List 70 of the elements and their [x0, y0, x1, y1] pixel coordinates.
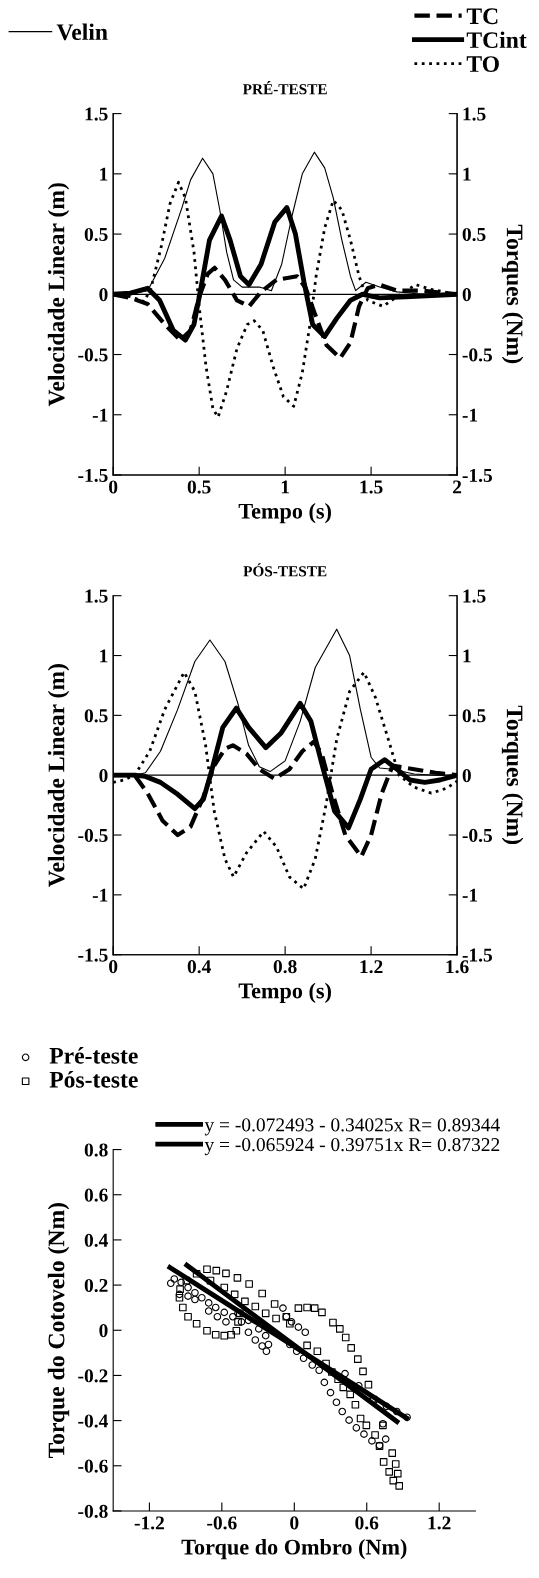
x-tick-label: -0.6: [207, 1516, 237, 1530]
y-tick-label: -0.6: [78, 1459, 108, 1473]
y2-axis-title: Torques (Nm): [501, 224, 524, 364]
y-tick-label: 0.5: [84, 709, 108, 723]
y-tick-label: 0.6: [84, 1188, 108, 1202]
x-tick-label: 1.5: [360, 480, 383, 494]
y-tick-label: -0.8: [78, 1504, 108, 1518]
x-tick-label: 1.6: [446, 960, 469, 974]
legend-label: TCint: [466, 31, 527, 49]
x-tick-label: 1.2: [360, 960, 383, 974]
y2-tick-label: -0.5: [462, 828, 492, 843]
y-tick-label: 0: [99, 1324, 108, 1338]
y2-axis-title: Torques (Nm): [501, 705, 524, 845]
y-tick-label: -0.5: [78, 348, 108, 362]
legend-label: Velin: [56, 23, 108, 41]
y2-tick-label: 1: [463, 649, 471, 663]
y-tick-label: 1.5: [85, 107, 108, 121]
chart-title: PÓS-TESTE: [243, 563, 327, 577]
y-tick-label: 0.4: [84, 1233, 108, 1247]
y-tick-label: -1.5: [78, 948, 108, 962]
y-tick-label: 1.5: [85, 589, 108, 603]
chart-title: PRÉ-TESTE: [242, 81, 327, 95]
y-tick-label: -0.5: [78, 828, 108, 843]
y-axis-title: Velocidade Linear (m): [47, 664, 70, 888]
y2-tick-label: -1.5: [462, 468, 492, 482]
y2-tick-label: 1.5: [463, 589, 486, 603]
x-tick-label: -1.2: [134, 1516, 164, 1530]
y2-tick-label: -1: [462, 888, 478, 902]
y2-tick-label: 0: [462, 288, 471, 302]
x-tick-label: 0.5: [187, 480, 211, 494]
y2-tick-label: -1.5: [462, 948, 492, 962]
x-tick-label: 2: [453, 480, 462, 494]
x-tick-label: 0.6: [355, 1516, 379, 1530]
y-axis-title: Velocidade Linear (m): [47, 183, 70, 407]
x-axis-title: Tempo (s): [238, 982, 331, 1003]
x-tick-label: 1.2: [428, 1516, 451, 1530]
y-tick-label: 0.5: [84, 227, 108, 242]
y-tick-label: -1: [92, 408, 108, 422]
y2-tick-label: -1: [462, 408, 478, 422]
x-tick-label: 0: [290, 1516, 299, 1530]
y-tick-label: 1: [100, 167, 108, 181]
y-tick-label: 0: [99, 288, 108, 302]
y2-tick-label: 1: [463, 167, 471, 181]
x-tick-label: 0.8: [273, 960, 297, 974]
y-tick-label: 0: [99, 769, 108, 783]
y-tick-label: 0.2: [84, 1278, 108, 1293]
legend-label: Pós-teste: [49, 1071, 138, 1088]
y2-tick-label: 0: [462, 769, 471, 783]
y-tick-label: -0.4: [78, 1414, 108, 1428]
y-tick-label: 0.8: [84, 1143, 108, 1157]
x-tick-label: 0.4: [187, 960, 211, 974]
x-axis-title: Torque do Ombro (Nm): [181, 1538, 407, 1560]
legend-label: TC: [466, 8, 498, 25]
y2-tick-label: -0.5: [462, 348, 492, 362]
y-tick-label: -1: [92, 888, 108, 902]
x-tick-label: 0: [109, 960, 118, 974]
x-tick-label: 0: [109, 480, 118, 494]
y-tick-label: -1.5: [78, 468, 108, 482]
legend-label: TO: [466, 56, 499, 73]
y2-tick-label: 0.5: [462, 227, 486, 242]
x-axis-title: Tempo (s): [238, 503, 331, 524]
legend-label: y = -0.065924 - 0.39751x R= 0.87322: [204, 1138, 500, 1156]
legend-label: Pré-teste: [49, 1047, 138, 1064]
x-tick-label: 1: [281, 480, 289, 494]
y2-tick-label: 0.5: [462, 709, 486, 723]
y-tick-label: 1: [100, 649, 108, 663]
y-axis-title: Torque do Cotovelo (Nm): [47, 1203, 70, 1459]
y2-tick-label: 1.5: [463, 107, 486, 121]
y-tick-label: -0.2: [78, 1369, 108, 1383]
legend-label: y = -0.072493 - 0.34025x R= 0.89344: [204, 1118, 500, 1136]
